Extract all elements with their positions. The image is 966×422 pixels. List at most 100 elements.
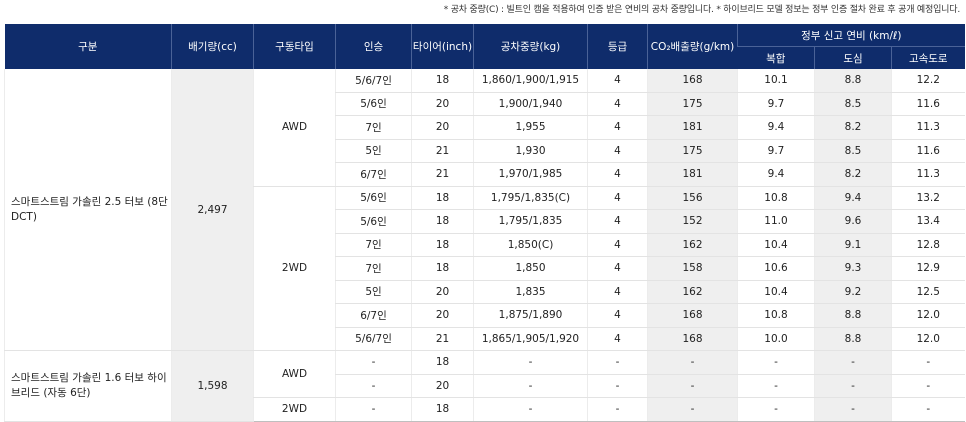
cell-tire: 18 <box>411 185 474 210</box>
cell-tire: 18 <box>411 209 474 234</box>
cell-seats: 5인 <box>335 139 412 163</box>
cell-co2: - <box>647 374 738 398</box>
cell-combined: 9.7 <box>737 139 815 163</box>
cell-seats: - <box>335 374 412 398</box>
table-row: 스마트스트림 가솔린 1.6 터보 하이브리드 (자동 6단) 1,598 AWD -… <box>4 350 965 422</box>
cell-highway: 11.6 <box>890 139 965 163</box>
cell-combined: 10.8 <box>737 185 815 210</box>
cell-highway: 11.6 <box>890 92 965 116</box>
cell-tire: 20 <box>411 92 474 116</box>
cell-tire: 21 <box>411 327 474 351</box>
cell-city: - <box>814 374 892 398</box>
cell-highway: 12.0 <box>890 327 965 351</box>
header-drive: 구동타입 <box>253 24 336 69</box>
cell-highway: 13.2 <box>890 185 965 210</box>
table-row: 6/7인 20 1,875/1,890 4 168 10.8 8.8 12.0 <box>5 303 965 328</box>
cell-weight: 1,835 <box>473 280 588 304</box>
cell-city: 8.5 <box>814 92 892 116</box>
header-category: 구분 <box>4 24 172 69</box>
cell-city: 8.8 <box>814 303 892 328</box>
cell-grade: - <box>587 374 648 398</box>
table-row: 스마트스트림 가솔린 2.5 터보 (8단 DCT) 2,497 AWD 5/6/7인… <box>4 69 965 351</box>
cell-combined: 11.0 <box>737 209 815 234</box>
cell-weight: 1,850(C) <box>473 233 588 257</box>
cell-city: 8.8 <box>814 69 892 93</box>
cell-city: 8.8 <box>814 327 892 351</box>
cell-co2: 181 <box>647 162 738 187</box>
cell-co2: 175 <box>647 139 738 163</box>
cell-seats: 7인 <box>335 115 412 140</box>
cell-weight: 1,930 <box>473 139 588 163</box>
cell-drive: 2WD <box>253 185 336 351</box>
cell-seats: 5/6인 <box>335 185 412 210</box>
cell-co2: 162 <box>647 233 738 257</box>
cell-co2: 152 <box>647 209 738 234</box>
cell-co2: 175 <box>647 92 738 116</box>
cell-tire: 20 <box>411 374 474 398</box>
cell-grade: 4 <box>587 115 648 140</box>
cell-grade: 4 <box>587 327 648 351</box>
table-row: 2WD 5/6인 18 1,795/1,835(C) 4 156 10.8 9.4 13.2 <box>5 185 965 351</box>
cell-highway: - <box>890 374 965 398</box>
cell-weight: 1,955 <box>473 115 588 140</box>
cell-seats: 5인 <box>335 280 412 304</box>
cell-weight: 1,970/1,985 <box>473 162 588 187</box>
cell-combined: 9.4 <box>737 162 815 187</box>
cell-co2: 181 <box>647 115 738 140</box>
cell-highway: 13.4 <box>890 209 965 234</box>
cell-tire: 21 <box>411 162 474 187</box>
cell-drive: 2WD <box>253 397 336 422</box>
cell-highway: - <box>890 397 965 422</box>
cell-co2: 168 <box>647 69 738 93</box>
cell-city: 9.6 <box>814 209 892 234</box>
cell-grade: 4 <box>587 256 648 281</box>
cell-weight: 1,850 <box>473 256 588 281</box>
cell-grade: - <box>587 397 648 422</box>
cell-highway: 12.2 <box>890 69 965 93</box>
table-row: 5인 21 1,930 4 175 9.7 8.5 11.6 <box>5 139 965 163</box>
table-row: 7인 18 1,850 4 158 10.6 9.3 12.9 <box>5 256 965 281</box>
table-row: 7인 18 1,850(C) 4 162 10.4 9.1 12.8 <box>5 233 965 257</box>
cell-weight: 1,865/1,905/1,920 <box>473 327 588 351</box>
cell-seats: 7인 <box>335 256 412 281</box>
cell-grade: 4 <box>587 209 648 234</box>
cell-highway: 12.0 <box>890 303 965 328</box>
cell-co2: - <box>647 397 738 422</box>
cell-seats: - <box>335 350 412 375</box>
table-row: 2WD -18- - - - - - <box>5 397 965 422</box>
cell-grade: 4 <box>587 162 648 187</box>
cell-highway: - <box>890 350 965 375</box>
cell-city: 8.5 <box>814 139 892 163</box>
cell-drive: AWD <box>253 69 336 187</box>
cell-combined: 10.1 <box>737 69 815 93</box>
cell-weight: 1,795/1,835 <box>473 209 588 234</box>
cell-grade: 4 <box>587 185 648 210</box>
cell-weight: 1,860/1,900/1,915 <box>473 69 588 93</box>
cell-tire: 21 <box>411 139 474 163</box>
cell-combined: 10.4 <box>737 280 815 304</box>
cell-grade: 4 <box>587 303 648 328</box>
cell-seats: 5/6인 <box>335 92 412 116</box>
header-tire: 타이어(inch) <box>411 24 474 69</box>
cell-co2: 158 <box>647 256 738 281</box>
header-weight: 공차중량(kg) <box>473 24 588 69</box>
cell-seats: 5/6/7인 <box>335 327 412 351</box>
table-row: 5/6인 18 1,795/1,835 4 152 11.0 9.6 13.4 <box>5 209 965 234</box>
cell-tire: 18 <box>411 350 474 375</box>
cell-weight: 1,795/1,835(C) <box>473 185 588 210</box>
cell-seats: 5/6/7인 <box>335 69 412 93</box>
header-city: 도심 <box>814 46 892 69</box>
cell-seats: - <box>335 397 412 422</box>
table-row: 7인 20 1,955 4 181 9.4 8.2 11.3 <box>5 115 965 140</box>
table-row: -20- - - - - - <box>5 374 965 398</box>
header-co2: CO₂배출량(g/km) <box>647 24 738 69</box>
spec-table: 구분 배기량(cc) 구동타입 인승 타이어(inch) 공차중량(kg) 등급… <box>4 24 965 422</box>
cell-combined: - <box>737 397 815 422</box>
cell-weight: 1,900/1,940 <box>473 92 588 116</box>
cell-weight: - <box>473 374 588 398</box>
header-efficiency: 정부 신고 연비 (km/ℓ) <box>736 24 965 47</box>
header-combined: 복합 <box>737 46 815 69</box>
cell-weight: - <box>473 350 588 375</box>
cell-seats: 6/7인 <box>335 162 412 187</box>
cell-tire: 20 <box>411 280 474 304</box>
